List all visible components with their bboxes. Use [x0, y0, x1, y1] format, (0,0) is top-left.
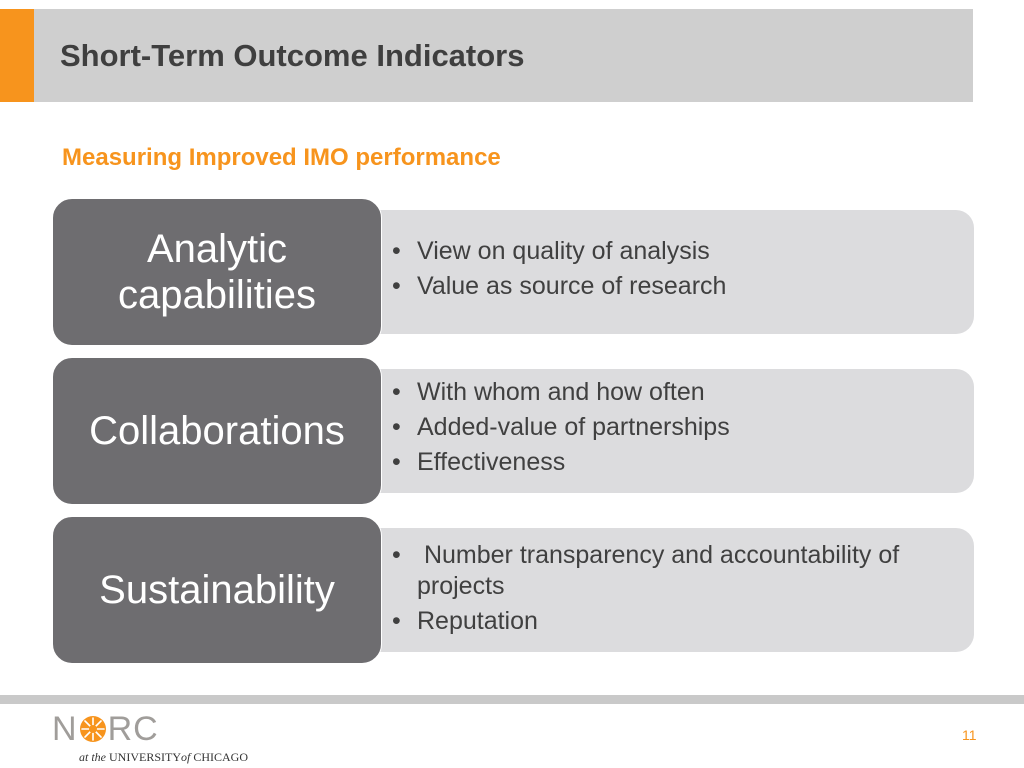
- bullet-text: Value as source of research: [417, 272, 727, 300]
- indicator-heading-line: Collaborations: [89, 409, 345, 453]
- footer-divider: [0, 695, 1024, 704]
- logo-subtitle: at the UNIVERSITYof CHICAGO: [79, 750, 248, 765]
- indicator-heading-line: capabilities: [118, 273, 316, 317]
- indicator-bullet-list: • View on quality of analysis • Value as s…: [390, 236, 950, 306]
- bullet-dot-icon: •: [392, 448, 401, 476]
- sunburst-icon: [79, 716, 106, 742]
- indicator-details-box: [352, 369, 974, 493]
- bullet-text: Effectiveness: [417, 448, 566, 476]
- indicator-heading-box: Analytic capabilities: [52, 198, 382, 346]
- logo-letter: N: [52, 710, 78, 748]
- indicator-heading-line: Sustainability: [99, 568, 335, 612]
- indicator-details-box: [352, 528, 974, 652]
- logo-wordmark: N RC: [52, 712, 248, 746]
- indicator-heading-box: Collaborations: [52, 357, 382, 505]
- indicator-row-sustainability: Sustainability • Number transparency and…: [52, 516, 974, 666]
- logo-sub-prefix: at the: [79, 750, 106, 764]
- logo-sub-city: CHICAGO: [193, 750, 249, 764]
- bullet-item: • With whom and how often: [390, 377, 950, 408]
- indicator-bullet-list: • Number transparency and accountability…: [390, 540, 935, 641]
- bullet-item: • Reputation: [390, 606, 935, 637]
- title-bar: [34, 9, 973, 102]
- bullet-item: • Number transparency and accountability…: [390, 540, 935, 602]
- bullet-text: With whom and how often: [417, 378, 705, 406]
- bullet-dot-icon: •: [392, 378, 401, 406]
- bullet-text: Number transparency and accountability o…: [417, 541, 907, 600]
- logo-letters: RC: [107, 710, 159, 748]
- indicator-row-collaborations: Collaborations • With whom and how often …: [52, 357, 974, 507]
- indicator-heading-line: Analytic: [146, 227, 288, 271]
- bullet-text: Added-value of partnerships: [417, 413, 730, 441]
- indicator-heading-box: Sustainability: [52, 516, 382, 664]
- bullet-dot-icon: •: [392, 237, 401, 265]
- logo-sub-of: of: [181, 750, 191, 764]
- bullet-dot-icon: •: [392, 413, 401, 441]
- bullet-item: • Value as source of research: [390, 271, 950, 302]
- bullet-item: • Effectiveness: [390, 447, 950, 478]
- indicator-row-analytic: Analytic capabilities • View on quality o…: [52, 198, 974, 348]
- bullet-item: • View on quality of analysis: [390, 236, 950, 267]
- bullet-dot-icon: •: [392, 607, 401, 635]
- indicator-bullet-list: • With whom and how often • Added-value of…: [390, 377, 950, 482]
- logo-sub-university: UNIVERSITY: [109, 750, 181, 764]
- slide-title: Short-Term Outcome Indicators: [60, 38, 525, 73]
- indicator-details-box: [352, 210, 974, 334]
- slide-subtitle: Measuring Improved IMO performance: [62, 144, 501, 171]
- title-accent-bar: [0, 9, 34, 102]
- bullet-text: View on quality of analysis: [417, 237, 710, 265]
- bullet-dot-icon: •: [392, 272, 401, 300]
- page-number: 11: [962, 727, 977, 743]
- bullet-dot-icon: •: [392, 541, 401, 569]
- norc-logo: N RC at the UNIVERSITYof CHICAGO: [52, 712, 248, 765]
- bullet-item: • Added-value of partnerships: [390, 412, 950, 443]
- bullet-text: Reputation: [417, 607, 538, 635]
